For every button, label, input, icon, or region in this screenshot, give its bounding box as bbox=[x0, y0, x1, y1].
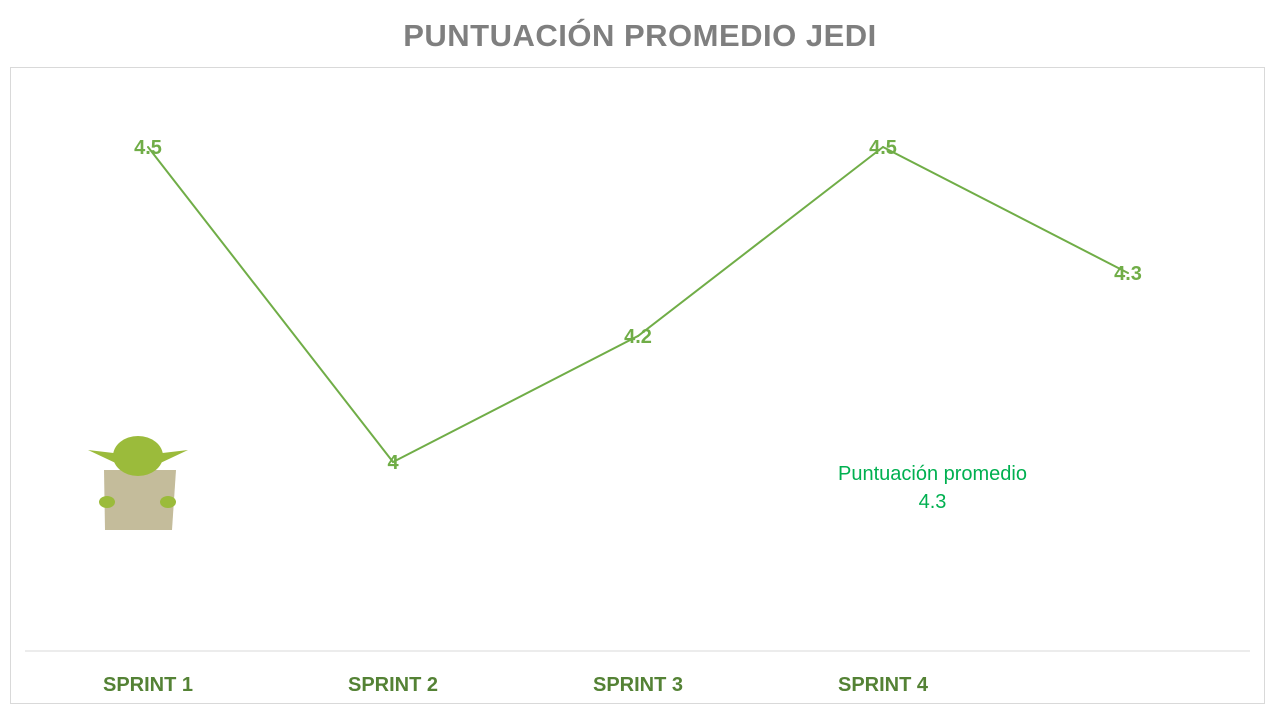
data-label: 4.3 bbox=[1114, 263, 1142, 285]
average-annotation: Puntuación promedio 4.3 bbox=[800, 460, 1065, 516]
data-label-layer: 4.5 4 4.2 4.5 4.3 bbox=[134, 137, 1142, 474]
data-label: 4.2 bbox=[624, 326, 652, 348]
data-point bbox=[147, 146, 149, 148]
data-point bbox=[1127, 272, 1129, 274]
category-label-layer: SPRINT 1 SPRINT 2 SPRINT 3 SPRINT 4 bbox=[103, 674, 929, 696]
x-tick-label: SPRINT 4 bbox=[838, 674, 929, 696]
data-point bbox=[392, 461, 394, 463]
plot-area-border bbox=[10, 67, 1265, 704]
x-tick-label: SPRINT 2 bbox=[348, 674, 438, 696]
data-label: 4 bbox=[387, 452, 399, 474]
average-value: 4.3 bbox=[918, 491, 947, 513]
data-point bbox=[882, 146, 884, 148]
series-line bbox=[147, 145, 1129, 464]
x-tick-label: SPRINT 1 bbox=[103, 674, 193, 696]
x-tick-label: SPRINT 3 bbox=[593, 674, 683, 696]
data-point bbox=[637, 335, 639, 337]
data-label: 4.5 bbox=[134, 137, 162, 159]
chart-title: PUNTUACIÓN PROMEDIO JEDI bbox=[403, 18, 877, 53]
data-label: 4.5 bbox=[869, 137, 897, 159]
average-label: Puntuación promedio bbox=[837, 463, 1027, 485]
yoda-icon bbox=[88, 436, 188, 530]
series-layer bbox=[147, 145, 1129, 464]
